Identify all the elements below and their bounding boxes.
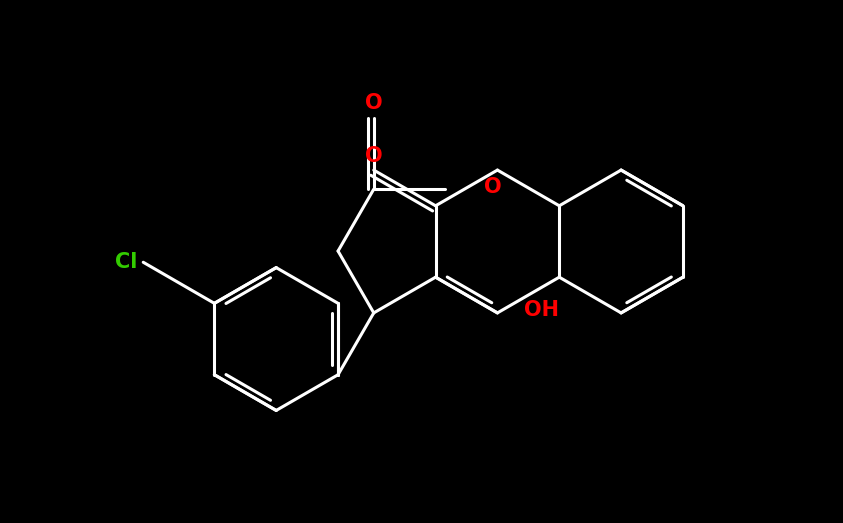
Text: O: O (484, 177, 502, 197)
Text: OH: OH (524, 300, 560, 320)
Text: Cl: Cl (115, 252, 138, 272)
Text: O: O (365, 146, 383, 166)
Text: O: O (365, 94, 383, 113)
